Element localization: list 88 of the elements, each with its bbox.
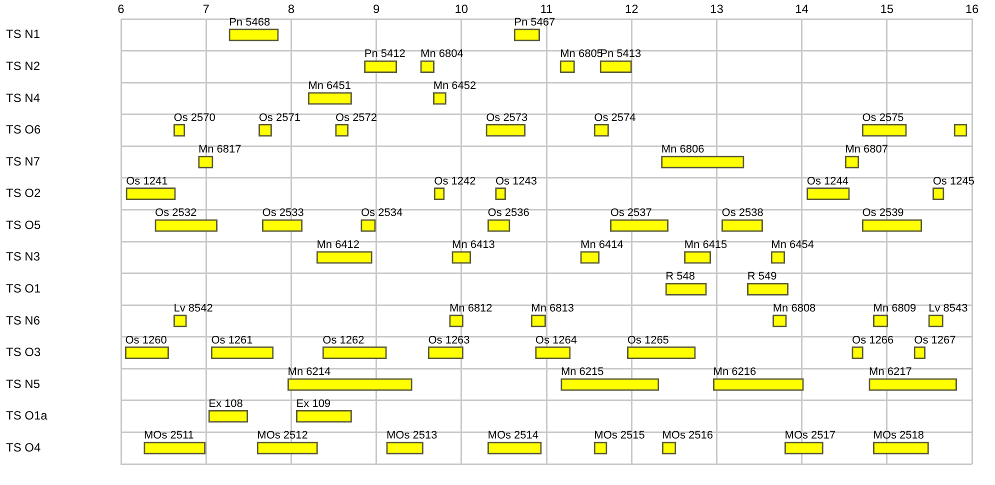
data-label: Mn 6813: [531, 302, 574, 314]
y-tick-label: TS N7: [6, 154, 40, 168]
data-label: Os 2533: [262, 207, 304, 220]
x-tick-label: 15: [880, 2, 894, 16]
x-tick-label: 12: [624, 2, 639, 16]
data-label: Mn 6805: [560, 48, 603, 60]
y-tick-label: TS O6: [6, 122, 41, 137]
x-tick-label: 16: [965, 2, 979, 16]
data-label: Mn 6808: [772, 302, 816, 314]
y-tick-label: TS N5: [6, 376, 40, 391]
data-label: Os 2573: [486, 112, 528, 124]
y-tick-label: TS N3: [6, 250, 40, 264]
data-label: MOs 2516: [662, 430, 713, 442]
data-label: MOs 2514: [488, 430, 539, 442]
data-label: Os 1266: [852, 334, 894, 346]
data-label: Os 1262: [322, 334, 364, 346]
data-label: Os 1261: [211, 334, 253, 346]
data-label: Mn 6413: [452, 238, 495, 251]
data-label: R 548: [666, 270, 695, 283]
data-label: Os 2575: [862, 112, 904, 124]
data-label: Os 1241: [126, 175, 168, 188]
data-label: Mn 6217: [869, 366, 912, 378]
data-label: Os 1265: [627, 334, 669, 346]
x-tick-label: 6: [118, 2, 125, 16]
data-label: Mn 6817: [198, 144, 242, 156]
y-tick-label: TS N4: [6, 90, 40, 105]
data-label: Lv 8543: [928, 302, 968, 314]
y-tick-label: TS O4: [6, 440, 41, 454]
x-tick-label: 7: [202, 2, 210, 16]
data-label: Os 1267: [914, 334, 956, 346]
data-label: Mn 6415: [684, 238, 728, 251]
data-label: R 549: [747, 270, 777, 283]
data-label: Mn 6812: [449, 302, 492, 314]
data-label: Mn 6454: [771, 238, 814, 251]
data-label: Os 1244: [806, 175, 848, 188]
y-tick-label: TS O1a: [6, 408, 48, 423]
y-tick-label: TS N1: [6, 27, 40, 42]
data-label: MOs 2515: [594, 430, 645, 442]
data-label: Mn 6215: [560, 366, 604, 378]
data-label: Os 1242: [434, 175, 476, 188]
data-label: Os 2537: [610, 207, 652, 220]
x-tick-label: 9: [372, 2, 380, 16]
data-label: Os 1264: [535, 334, 578, 346]
data-label: Os 2570: [174, 112, 216, 124]
data-label: Os 1263: [428, 334, 470, 346]
data-label: Ex 108: [208, 398, 243, 410]
data-label: Ex 109: [296, 398, 331, 410]
data-label: Mn 6809: [873, 302, 916, 314]
y-tick-label: TS O5: [6, 218, 41, 232]
x-tick-label: 13: [710, 2, 724, 16]
data-label: Mn 6807: [845, 144, 888, 156]
data-label: Lv 8542: [174, 302, 213, 314]
data-label: Os 2539: [862, 207, 904, 220]
y-tick-label: TS O3: [6, 345, 41, 360]
data-label: Mn 6806: [661, 144, 704, 156]
y-tick-label: TS N2: [6, 58, 40, 73]
data-label: MOs 2512: [257, 430, 308, 442]
data-label: Os 2532: [155, 207, 197, 220]
y-tick-label: TS O2: [6, 186, 41, 200]
data-label: Mn 6412: [316, 238, 360, 251]
data-label: MOs 2513: [386, 430, 438, 442]
x-tick-label: 8: [288, 2, 295, 16]
data-label: Pn 5467: [514, 16, 556, 28]
data-label: Pn 5468: [229, 16, 270, 28]
data-label: Mn 6804: [420, 48, 464, 60]
data-label: Os 2536: [488, 207, 530, 220]
data-label: Mn 6414: [580, 238, 624, 251]
x-tick-label: 14: [795, 2, 809, 16]
data-label: Os 2574: [594, 112, 636, 124]
data-label: Mn 6452: [433, 80, 476, 92]
data-label: Mn 6214: [288, 366, 331, 378]
data-label: Os 2534: [360, 207, 403, 220]
y-tick-label: TS O1: [6, 281, 41, 296]
data-label: Mn 6451: [308, 80, 352, 92]
data-label: Os 2572: [335, 112, 378, 124]
data-label: Os 2571: [258, 112, 300, 124]
data-label: MOs 2517: [784, 430, 836, 442]
y-tick-label: TS N6: [6, 313, 40, 328]
x-tick-label: 11: [540, 2, 554, 16]
data-label: Os 1245: [932, 175, 974, 188]
data-label: MOs 2511: [144, 430, 194, 442]
data-label: Os 1260: [125, 334, 167, 346]
data-label: Os 2538: [722, 207, 764, 220]
data-label: Pn 5412: [364, 48, 406, 60]
data-label: Os 1243: [495, 175, 538, 188]
x-tick-label: 10: [454, 2, 468, 16]
data-label: Mn 6216: [713, 366, 756, 378]
data-label: MOs 2518: [873, 430, 924, 442]
